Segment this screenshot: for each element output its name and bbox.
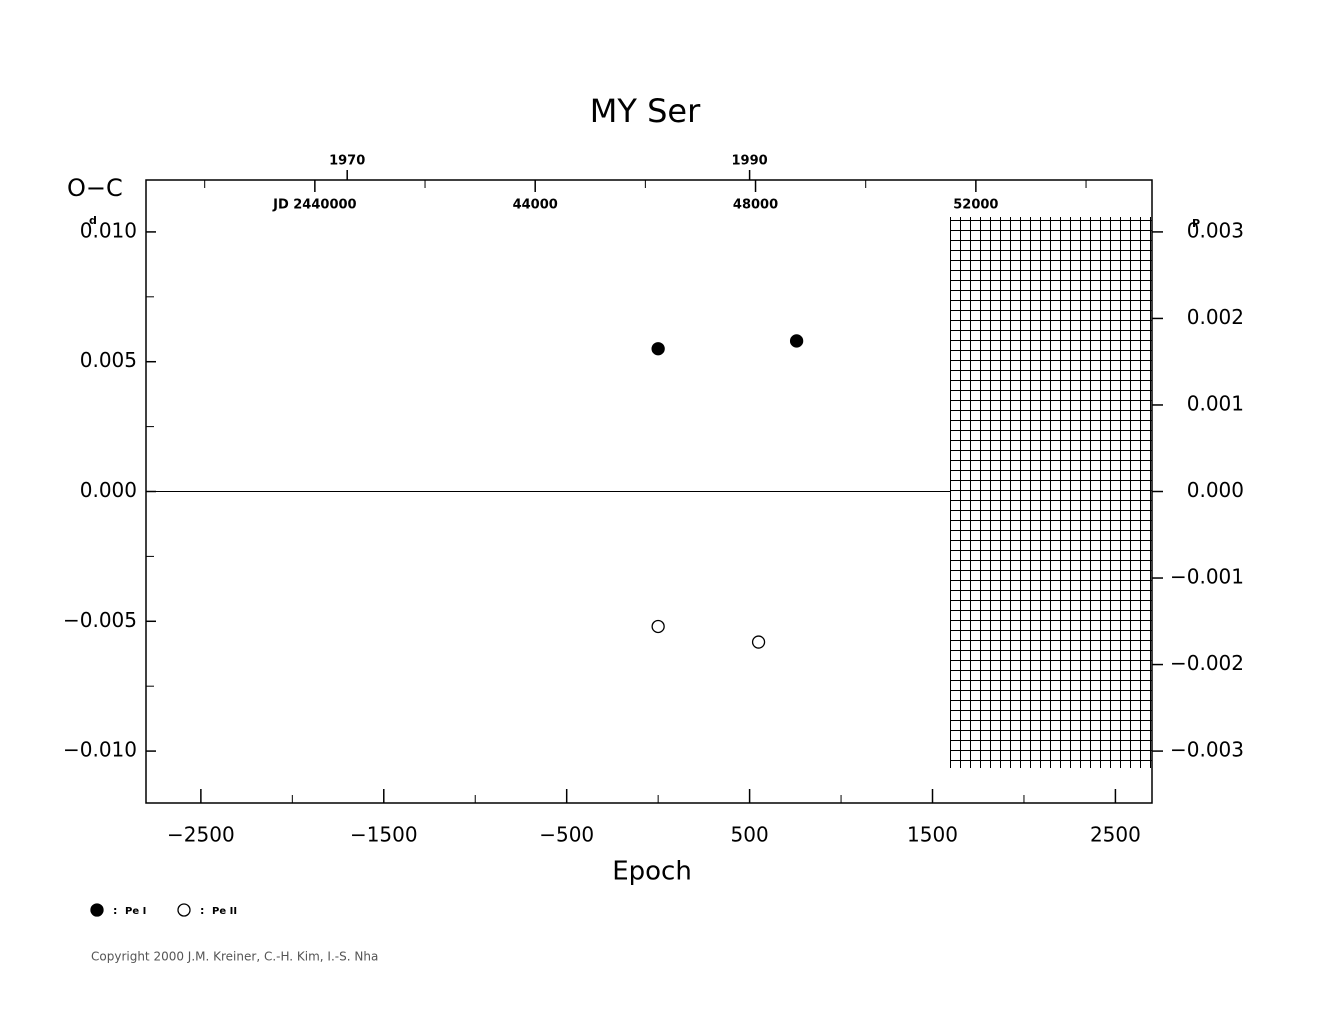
x-tick-label: 500 bbox=[731, 823, 769, 847]
legend-marker bbox=[177, 903, 191, 917]
data-point bbox=[651, 342, 665, 356]
y2-tick-label: −0.003 bbox=[1170, 738, 1244, 762]
chart-title: MY Ser bbox=[590, 92, 701, 130]
data-point bbox=[789, 334, 804, 348]
copyright: Copyright 2000 J.M. Kreiner, C.-H. Kim, … bbox=[91, 950, 378, 964]
y2-tick-label: −0.002 bbox=[1170, 651, 1244, 675]
y2-unit: P bbox=[1192, 217, 1200, 230]
x-tick-label: −500 bbox=[539, 823, 594, 847]
jd-tick-label: 44000 bbox=[513, 198, 558, 213]
jd-tick-label: 48000 bbox=[733, 198, 778, 213]
legend-label: Pe I bbox=[125, 906, 146, 917]
y-tick-label: −0.005 bbox=[63, 608, 137, 632]
y2-tick-label: 0.003 bbox=[1187, 218, 1244, 242]
y-tick-label: 0.005 bbox=[80, 348, 137, 372]
legend-marker bbox=[90, 903, 104, 917]
year-tick-label: 1970 bbox=[329, 154, 365, 169]
jd-tick-label: 52000 bbox=[953, 198, 998, 213]
legend-separator: : bbox=[113, 904, 117, 917]
data-point bbox=[751, 635, 766, 649]
data-point bbox=[651, 619, 665, 634]
y-tick-label: 0.000 bbox=[80, 478, 137, 502]
x-label: Epoch bbox=[612, 857, 692, 887]
y2-tick-label: 0.000 bbox=[1187, 478, 1244, 502]
jd-tick-label: JD 2440000 bbox=[272, 198, 356, 213]
x-tick-label: 2500 bbox=[1090, 823, 1141, 847]
legend-label: Pe II bbox=[212, 906, 237, 917]
x-tick-label: −2500 bbox=[167, 823, 235, 847]
y-tick-label: 0.010 bbox=[80, 218, 137, 242]
year-tick-label: 1990 bbox=[732, 154, 768, 169]
future-hatch bbox=[950, 217, 1152, 768]
y2-tick-label: 0.002 bbox=[1187, 305, 1244, 329]
y2-tick-label: −0.001 bbox=[1170, 565, 1244, 589]
x-tick-label: 1500 bbox=[907, 823, 958, 847]
y-tick-label: −0.010 bbox=[63, 738, 137, 762]
y-label: O−C bbox=[67, 174, 123, 202]
legend-separator: : bbox=[200, 904, 204, 917]
y-unit: d bbox=[89, 214, 97, 227]
x-tick-label: −1500 bbox=[350, 823, 418, 847]
y2-tick-label: 0.001 bbox=[1187, 391, 1244, 415]
